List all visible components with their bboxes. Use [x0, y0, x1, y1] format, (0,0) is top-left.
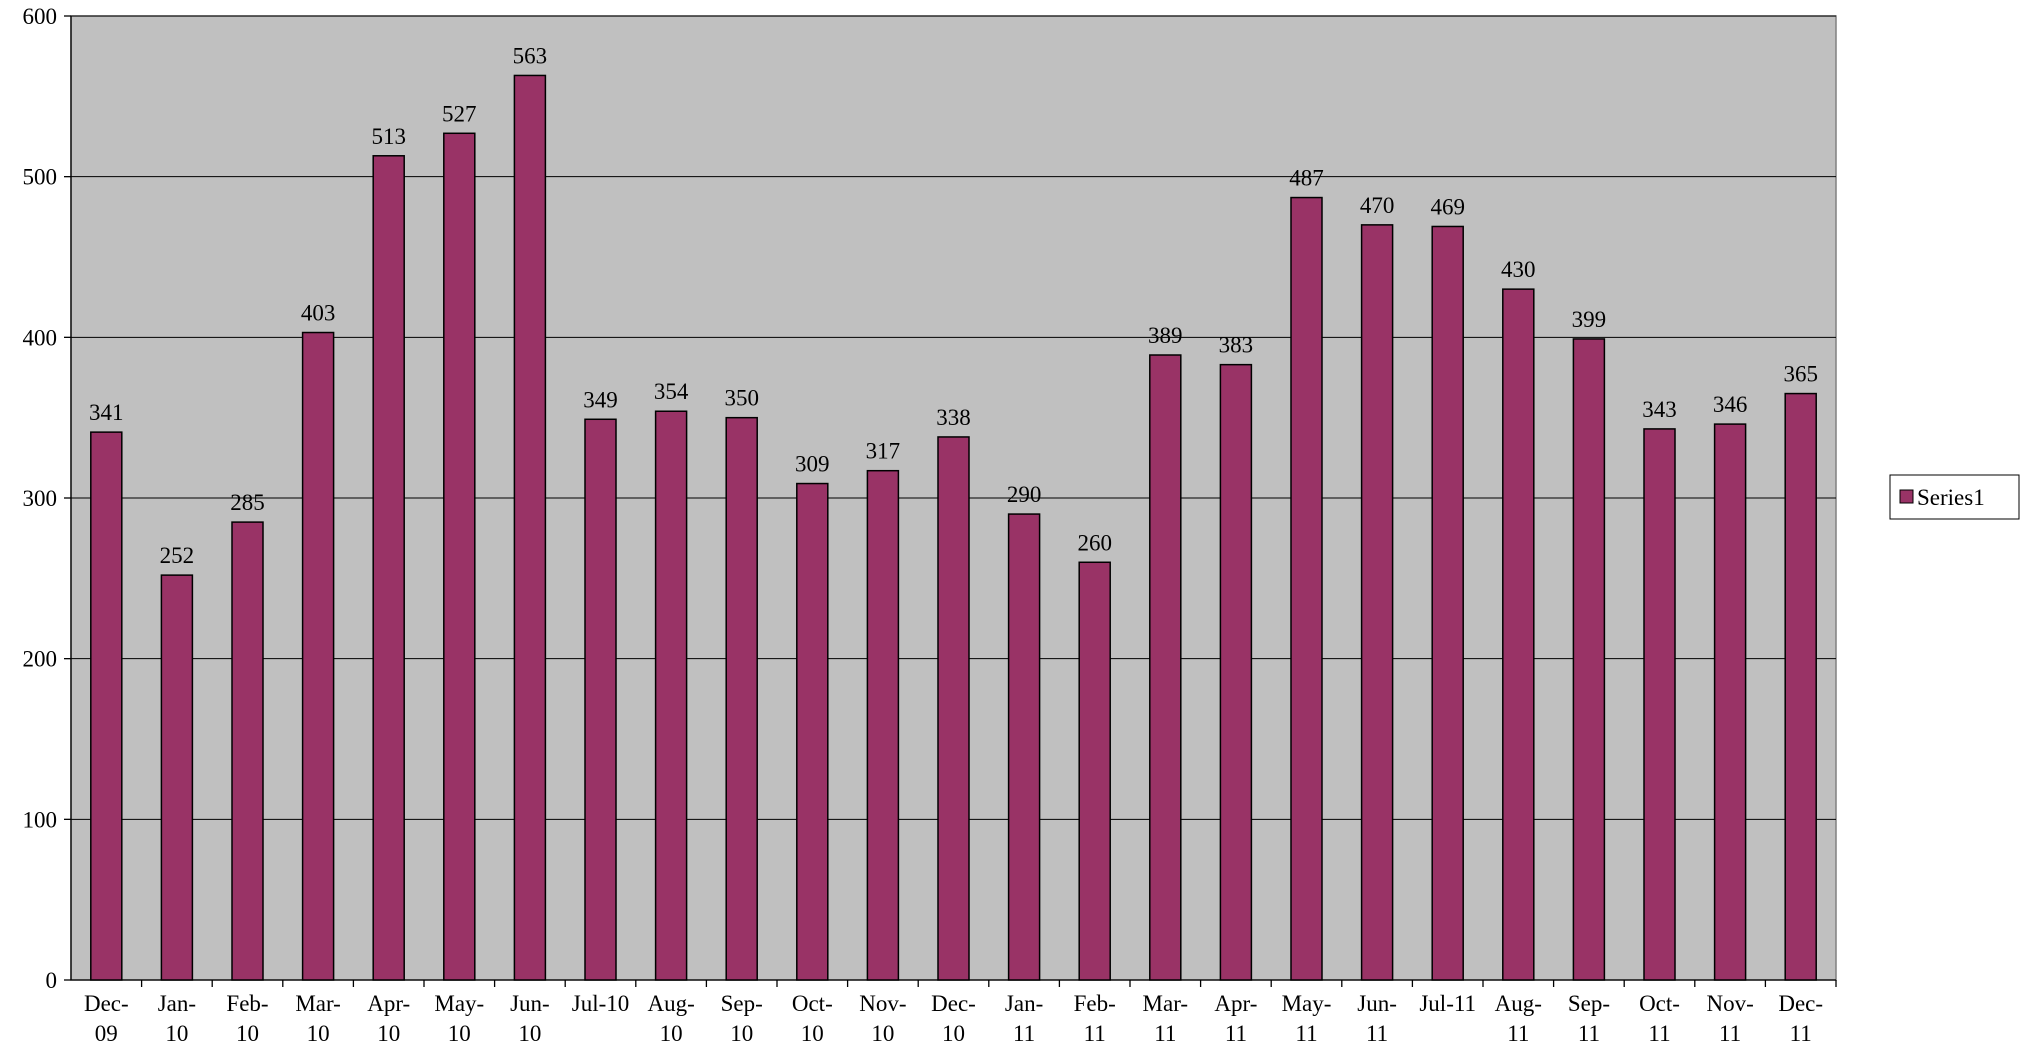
bar: [1431, 225, 1464, 981]
y-tick-label: 400: [23, 325, 58, 350]
x-tick-label: Nov-11: [1706, 991, 1753, 1046]
value-label: 252: [160, 543, 195, 568]
bar: [1502, 288, 1535, 981]
y-tick-label: 0: [46, 968, 58, 993]
x-tick-label: Dec-09: [84, 991, 129, 1046]
x-tick-label: Mar-11: [1143, 991, 1189, 1046]
bar: [1572, 338, 1606, 981]
x-tick-label: May-10: [434, 991, 484, 1046]
y-tick-label: 100: [23, 807, 58, 832]
x-tick-label: Jul-10: [572, 991, 630, 1016]
bar: [725, 416, 758, 981]
value-label: 389: [1148, 323, 1183, 348]
x-tick-label: Jan-11: [1005, 991, 1043, 1046]
value-label: 354: [654, 379, 689, 404]
bar: [866, 469, 900, 981]
value-label: 309: [795, 452, 830, 477]
x-tick-label: Sep-10: [721, 991, 763, 1046]
x-tick-label: May-11: [1282, 991, 1332, 1046]
value-label: 350: [724, 386, 759, 411]
value-label: 563: [513, 43, 548, 68]
value-label: 403: [301, 301, 336, 326]
y-tick-label: 200: [23, 647, 58, 672]
bar: [513, 74, 547, 981]
value-label: 317: [866, 439, 901, 464]
bar: [584, 418, 617, 981]
bar: [1149, 354, 1182, 981]
x-tick-label: Oct-10: [792, 991, 833, 1046]
y-tick-label: 500: [23, 165, 58, 190]
x-tick-label: Apr-10: [367, 991, 410, 1046]
value-label: 383: [1219, 333, 1254, 358]
bar: [937, 436, 970, 981]
x-tick-label: Dec-10: [931, 991, 976, 1046]
bar: [1643, 428, 1676, 981]
value-label: 338: [936, 405, 971, 430]
value-label: 349: [583, 387, 618, 412]
bar: [372, 155, 405, 981]
value-label: 341: [89, 400, 124, 425]
x-tick-label: Aug-10: [647, 991, 694, 1046]
bar: [443, 132, 476, 981]
bar: [1784, 392, 1817, 981]
x-tick-label: Jun-10: [510, 991, 550, 1046]
x-tick-label: Sep-11: [1568, 991, 1610, 1046]
x-tick-label: Feb-10: [226, 991, 268, 1046]
bar: [90, 431, 123, 981]
bar: [301, 331, 335, 981]
value-label: 285: [230, 490, 265, 515]
legend-swatch: [1899, 489, 1914, 504]
y-tick-label: 300: [23, 486, 58, 511]
value-label: 527: [442, 101, 477, 126]
x-tick-label: Jan-10: [158, 991, 196, 1046]
bar: [1219, 363, 1253, 981]
value-label: 290: [1007, 482, 1042, 507]
bar: [1360, 224, 1394, 981]
y-tick-label: 600: [23, 4, 58, 29]
value-label: 487: [1289, 166, 1324, 191]
value-label: 260: [1077, 530, 1112, 555]
legend-label: Series1: [1917, 485, 1985, 510]
x-tick-label: Apr-11: [1214, 991, 1257, 1046]
bar: [1078, 561, 1111, 981]
bar: [654, 410, 688, 981]
x-tick-label: Nov-10: [859, 991, 906, 1046]
x-tick-label: Jul-11: [1419, 991, 1476, 1016]
bar: [796, 482, 829, 981]
value-label: 469: [1430, 194, 1465, 219]
value-label: 346: [1713, 392, 1748, 417]
value-label: 470: [1360, 193, 1395, 218]
bar: [1290, 196, 1323, 981]
value-label: 430: [1501, 257, 1536, 282]
x-tick-label: Dec-11: [1778, 991, 1823, 1046]
x-tick-label: Oct-11: [1639, 991, 1680, 1046]
x-tick-label: Jun-11: [1357, 991, 1397, 1046]
bar: [231, 521, 264, 981]
value-label: 513: [371, 124, 406, 149]
value-label: 365: [1783, 362, 1818, 387]
x-tick-label: Aug-11: [1495, 991, 1542, 1046]
x-tick-label: Mar-10: [295, 991, 341, 1046]
bar: [160, 574, 194, 981]
bar: [1713, 423, 1747, 981]
x-tick-label: Feb-11: [1074, 991, 1116, 1046]
bar: [1007, 513, 1041, 981]
value-label: 399: [1572, 307, 1607, 332]
value-label: 343: [1642, 397, 1677, 422]
